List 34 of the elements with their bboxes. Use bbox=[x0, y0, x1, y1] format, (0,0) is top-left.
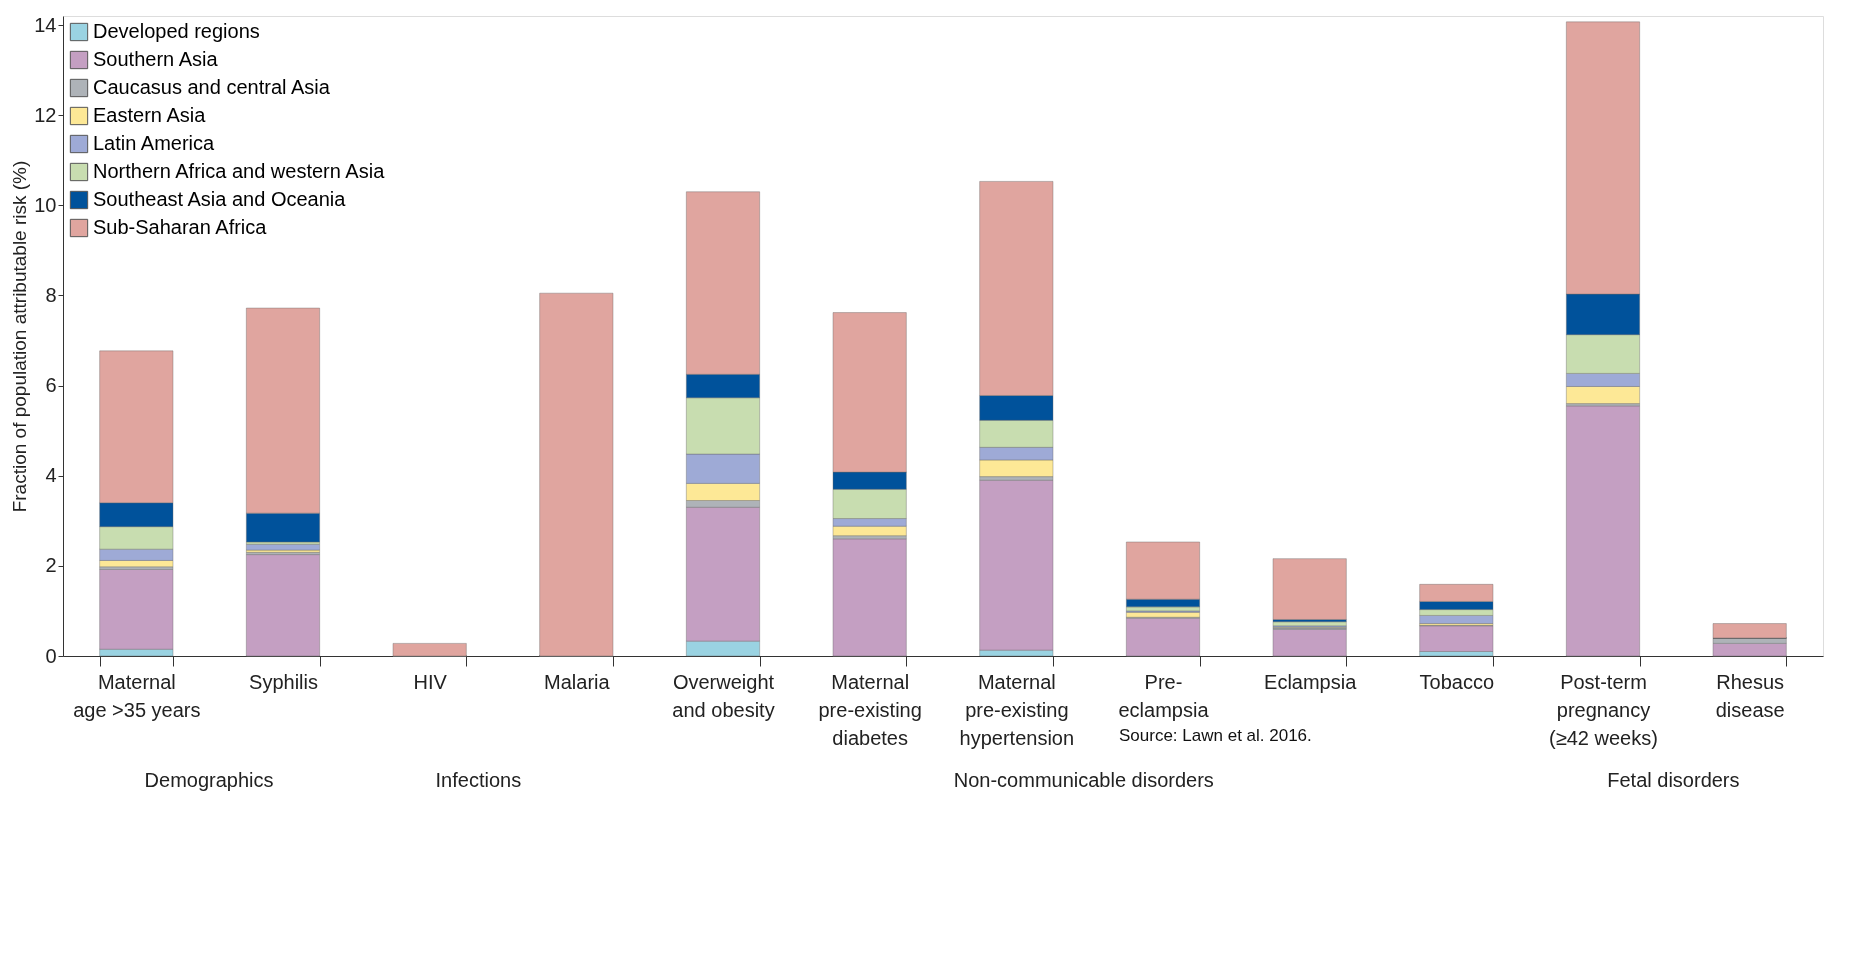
legend-label: Eastern Asia bbox=[93, 104, 207, 126]
x-tick-label: Maternal age >35 years bbox=[73, 670, 201, 721]
legend-label: Caucasus and central Asia bbox=[93, 76, 331, 98]
legend-label: Developed regions bbox=[93, 20, 260, 42]
legend-label: Northern Africa and western Asia bbox=[93, 160, 386, 182]
x-tick-label: Pre- eclampsia bbox=[1118, 670, 1210, 721]
x-tick-label: Maternal pre-existing diabetes bbox=[818, 670, 922, 749]
source-note: Source: Lawn et al. 2016. bbox=[1119, 726, 1312, 745]
y-tick-label: 10 bbox=[34, 193, 57, 216]
x-tick-label: Eclampsia bbox=[1264, 670, 1358, 693]
legend-label: Sub-Saharan Africa bbox=[93, 216, 268, 238]
x-tick-label: Malaria bbox=[544, 670, 611, 693]
text: Fetal disorders bbox=[1607, 769, 1740, 791]
text: Infections bbox=[435, 769, 522, 791]
x-tick-label: Maternal pre-existing hypertension bbox=[959, 670, 1075, 749]
y-tick-label: 14 bbox=[34, 13, 57, 36]
text: Non-communicable disorders bbox=[953, 769, 1214, 791]
y-tick-label: 4 bbox=[45, 464, 57, 487]
text: Demographics bbox=[144, 769, 274, 791]
legend-label: Southeast Asia and Oceania bbox=[93, 188, 347, 210]
x-tick-label: Syphilis bbox=[249, 670, 318, 693]
y-tick-label: 8 bbox=[45, 283, 57, 306]
x-tick-label: Tobacco bbox=[1419, 670, 1495, 693]
legend-label: Latin America bbox=[93, 132, 216, 154]
y-tick-label: 6 bbox=[45, 374, 57, 397]
y-tick-label: 2 bbox=[45, 554, 57, 577]
y-tick-label: 0 bbox=[45, 644, 57, 667]
x-tick-label: HIV bbox=[413, 670, 448, 693]
legend-label: Southern Asia bbox=[93, 48, 219, 70]
x-tick-label: Post-term pregnancy (≥42 weeks) bbox=[1549, 670, 1658, 749]
y-axis-title: Fraction of population attributable risk (%) bbox=[9, 160, 31, 513]
y-tick-label: 12 bbox=[34, 103, 57, 126]
x-tick-label: Overweight and obesity bbox=[672, 670, 775, 721]
x-tick-label: Rhesus disease bbox=[1715, 670, 1785, 721]
